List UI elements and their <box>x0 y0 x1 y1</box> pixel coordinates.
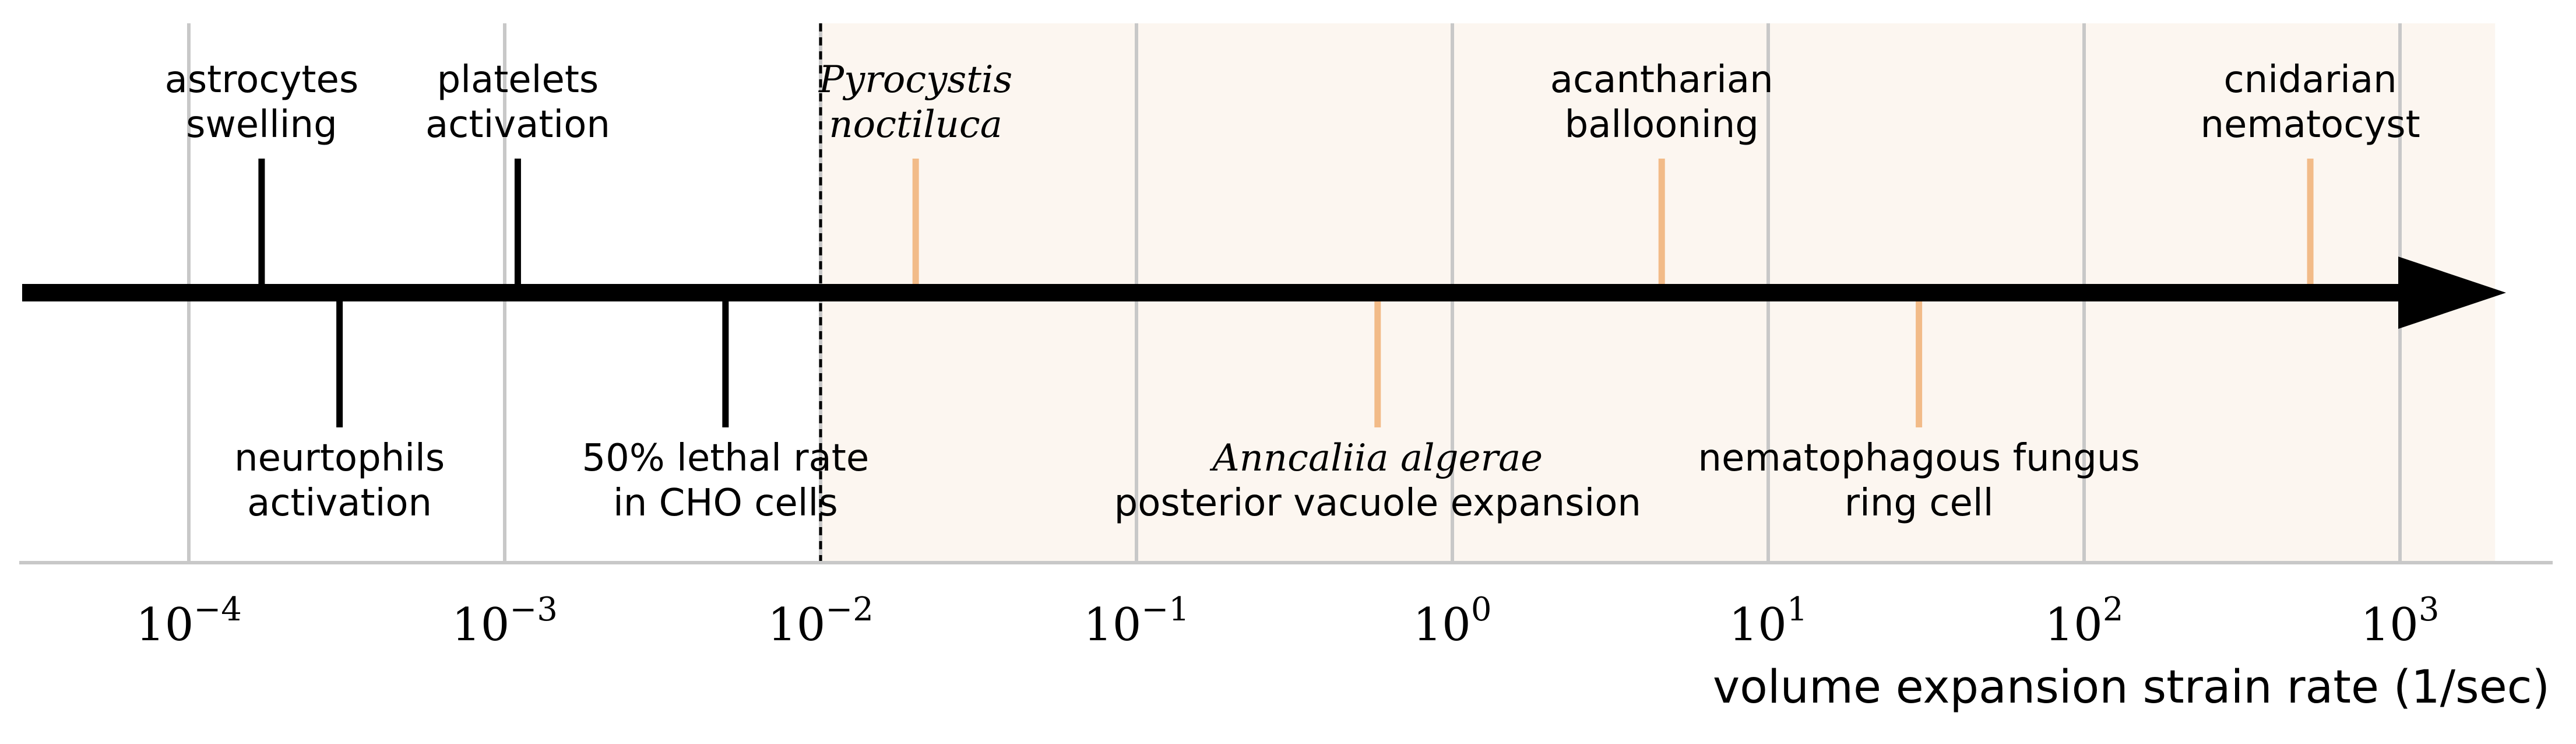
tick-base: 10 <box>1729 599 1787 651</box>
tick-exponent: −4 <box>193 591 242 629</box>
event-label: swelling <box>186 103 337 146</box>
event-label: Anncaliia algerae <box>1209 437 1543 480</box>
x-tick-label: 10−2 <box>768 591 874 651</box>
event-label: posterior vacuole expansion <box>1114 482 1641 525</box>
event-label: 50% lethal rate <box>582 437 869 480</box>
event-label: nematophagous fungus <box>1698 437 2139 480</box>
tick-base: 10 <box>1083 599 1141 651</box>
tick-base: 10 <box>1413 599 1471 651</box>
x-tick-label: 103 <box>2361 591 2440 651</box>
timeline-arrow-head <box>2398 257 2506 329</box>
event-label: cnidarian <box>2223 58 2396 101</box>
event-label: nematocyst <box>2200 103 2420 146</box>
tick-exponent: −1 <box>1141 591 1190 629</box>
event-label: astrocytes <box>165 58 359 101</box>
event-label: ballooning <box>1565 103 1759 146</box>
event-label: activation <box>247 482 432 525</box>
event-label: in CHO cells <box>613 482 838 525</box>
x-tick-labels: 10−4 10−3 10−2 10−1 100 101 102 103 <box>136 591 2439 651</box>
event-label: acantharian <box>1550 58 1773 101</box>
tick-base: 10 <box>2361 599 2419 651</box>
tick-exponent: −2 <box>825 591 874 629</box>
tick-exponent: −3 <box>509 591 558 629</box>
event-label: Pyrocystis <box>818 58 1012 101</box>
x-tick-label: 102 <box>2045 591 2124 651</box>
tick-base: 10 <box>136 599 193 651</box>
event-label: noctiluca <box>829 103 1002 146</box>
tick-exponent: 2 <box>2103 591 2124 629</box>
x-tick-label: 10−1 <box>1083 591 1190 651</box>
tick-exponent: 0 <box>1471 591 1492 629</box>
tick-base: 10 <box>768 599 825 651</box>
event-markers: astrocytesswellingneurtophilsactivationp… <box>165 58 2420 525</box>
x-tick-label: 10−3 <box>452 591 558 651</box>
event-label: neurtophils <box>234 437 445 480</box>
event-label: ring cell <box>1845 482 1994 525</box>
tick-exponent: 1 <box>1787 591 1808 629</box>
x-tick-label: 101 <box>1729 591 1808 651</box>
event-label: activation <box>425 103 610 146</box>
tick-base: 10 <box>452 599 509 651</box>
tick-base: 10 <box>2045 599 2103 651</box>
tick-exponent: 3 <box>2419 591 2440 629</box>
x-tick-label: 10−4 <box>136 591 242 651</box>
event-label: platelets <box>437 58 599 101</box>
x-axis-title: volume expansion strain rate (1/sec) <box>1713 661 2550 714</box>
x-tick-label: 100 <box>1413 591 1492 651</box>
